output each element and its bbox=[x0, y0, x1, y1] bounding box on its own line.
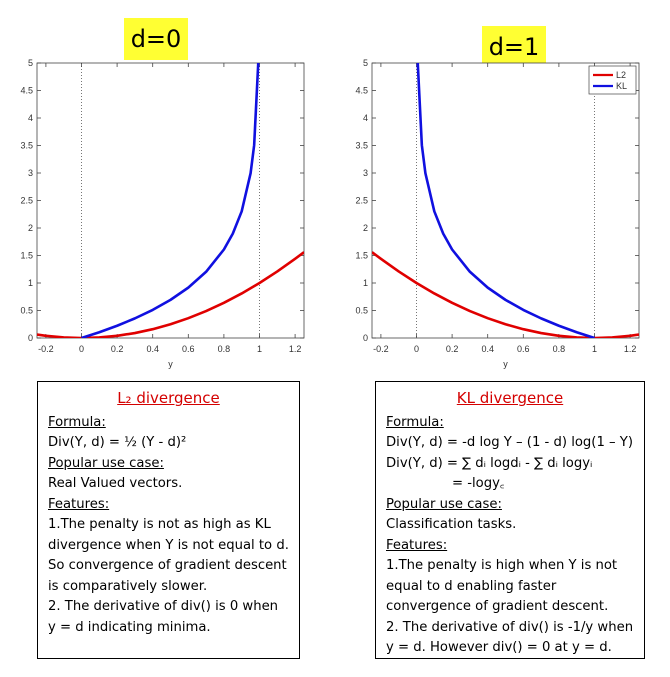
x-tick-label: 0.2 bbox=[446, 344, 459, 354]
y-tick-label: 3 bbox=[28, 168, 33, 178]
y-tick-label: 0 bbox=[28, 333, 33, 343]
l2-use-case-label: Popular use case: bbox=[48, 455, 164, 471]
legend-label-l2: L2 bbox=[616, 70, 626, 80]
x-tick-label: -0.2 bbox=[38, 344, 54, 354]
l2-feature-1: 1.The penalty is not as high as KL diver… bbox=[48, 517, 289, 594]
x-tick-label: 0.8 bbox=[553, 344, 566, 354]
kl-features-label: Features: bbox=[386, 537, 448, 553]
chart-d1: -0.2 0 0.2 0.4 0.6 0.8 1 1.2 0 0.5 1 1.5 2 2.5 3 3.5 4 4.… bbox=[355, 58, 640, 369]
x-tick-label: 1.2 bbox=[624, 344, 637, 354]
y-tick-label: 4 bbox=[363, 113, 368, 123]
plot-frame bbox=[371, 62, 640, 339]
x-tick-label: 1.2 bbox=[289, 344, 302, 354]
kl-info-box: KL divergence Formula: Div(Y, d) = -d lo… bbox=[375, 381, 645, 659]
y-tick-label: 4 bbox=[28, 113, 33, 123]
chart-title-d0: d=0 bbox=[124, 18, 188, 60]
x-tick-label: 1 bbox=[257, 344, 262, 354]
y-tick-label: 3 bbox=[363, 168, 368, 178]
y-tick-label: 1.5 bbox=[20, 251, 33, 261]
x-tick-label: -0.2 bbox=[373, 344, 389, 354]
chart-d0: -0.2 0 0.2 0.4 0.6 0.8 1 1.2 0 0.5 1 1.5 2 2.5 3 3.5 4 4.… bbox=[20, 58, 305, 369]
y-tick-label: 0 bbox=[363, 333, 368, 343]
kl-use-case: Classification tasks. bbox=[386, 517, 517, 532]
x-tick-label: 0 bbox=[414, 344, 419, 354]
x-tick-label: 0.6 bbox=[517, 344, 530, 354]
y-tick-label: 4.5 bbox=[355, 86, 368, 96]
x-axis-label: y bbox=[168, 359, 173, 369]
kl-use-case-label: Popular use case: bbox=[386, 496, 502, 512]
l2-box-title: L₂ divergence bbox=[117, 389, 220, 407]
series-line-l2 bbox=[37, 251, 304, 338]
x-tick-label: 0.4 bbox=[481, 344, 494, 354]
x-tick-label: 0.4 bbox=[146, 344, 159, 354]
y-tick-label: 1 bbox=[363, 278, 368, 288]
y-tick-label: 1 bbox=[28, 278, 33, 288]
kl-formula-3: = -logy꜀ bbox=[452, 476, 505, 491]
y-tick-label: 2.5 bbox=[20, 196, 33, 206]
y-tick-label: 3.5 bbox=[20, 141, 33, 151]
legend-label-kl: KL bbox=[616, 81, 627, 91]
y-tick-label: 2 bbox=[363, 223, 368, 233]
y-tick-label: 0.5 bbox=[355, 306, 368, 316]
y-tick-label: 5 bbox=[28, 58, 33, 68]
l2-feature-2: 2. The derivative of div() is 0 when y =… bbox=[48, 599, 279, 635]
l2-formula-label: Formula: bbox=[48, 414, 106, 430]
l2-features-label: Features: bbox=[48, 496, 110, 512]
x-tick-label: 0 bbox=[79, 344, 84, 354]
y-tick-label: 0.5 bbox=[20, 306, 33, 316]
x-tick-label: 1 bbox=[592, 344, 597, 354]
kl-box-title: KL divergence bbox=[456, 389, 564, 407]
legend-box bbox=[588, 65, 637, 95]
y-tick-label: 4.5 bbox=[20, 86, 33, 96]
kl-feature-2: 2. The derivative of div() is -1/y when … bbox=[386, 619, 634, 656]
y-tick-label: 3.5 bbox=[355, 141, 368, 151]
l2-formula: Div(Y, d) = ½ (Y - d)² bbox=[48, 435, 187, 450]
kl-formula-1: Div(Y, d) = -d log Y – (1 - d) log(1 – Y… bbox=[386, 435, 634, 450]
y-tick-label: 2 bbox=[28, 223, 33, 233]
kl-formula-label: Formula: bbox=[386, 414, 444, 430]
x-axis-label: y bbox=[503, 359, 508, 369]
y-tick-label: 2.5 bbox=[355, 196, 368, 206]
kl-formula-2: Div(Y, d) = ∑ dᵢ logdᵢ - ∑ dᵢ logyᵢ bbox=[386, 455, 593, 471]
plot-frame bbox=[36, 62, 305, 339]
kl-feature-1: 1.The penalty is high when Y is not equa… bbox=[386, 558, 618, 614]
series-line-kl bbox=[416, 63, 595, 338]
x-tick-label: 0.6 bbox=[182, 344, 195, 354]
series-line-l2 bbox=[372, 251, 639, 338]
series-line-kl bbox=[81, 63, 260, 338]
chart-title-d1: d=1 bbox=[482, 26, 546, 68]
y-tick-label: 1.5 bbox=[355, 251, 368, 261]
l2-info-box: L₂ divergence Formula: Div(Y, d) = ½ (Y … bbox=[37, 381, 300, 659]
y-tick-label: 5 bbox=[363, 58, 368, 68]
x-tick-label: 0.2 bbox=[111, 344, 124, 354]
x-tick-label: 0.8 bbox=[218, 344, 231, 354]
l2-use-case: Real Valued vectors. bbox=[48, 476, 183, 491]
